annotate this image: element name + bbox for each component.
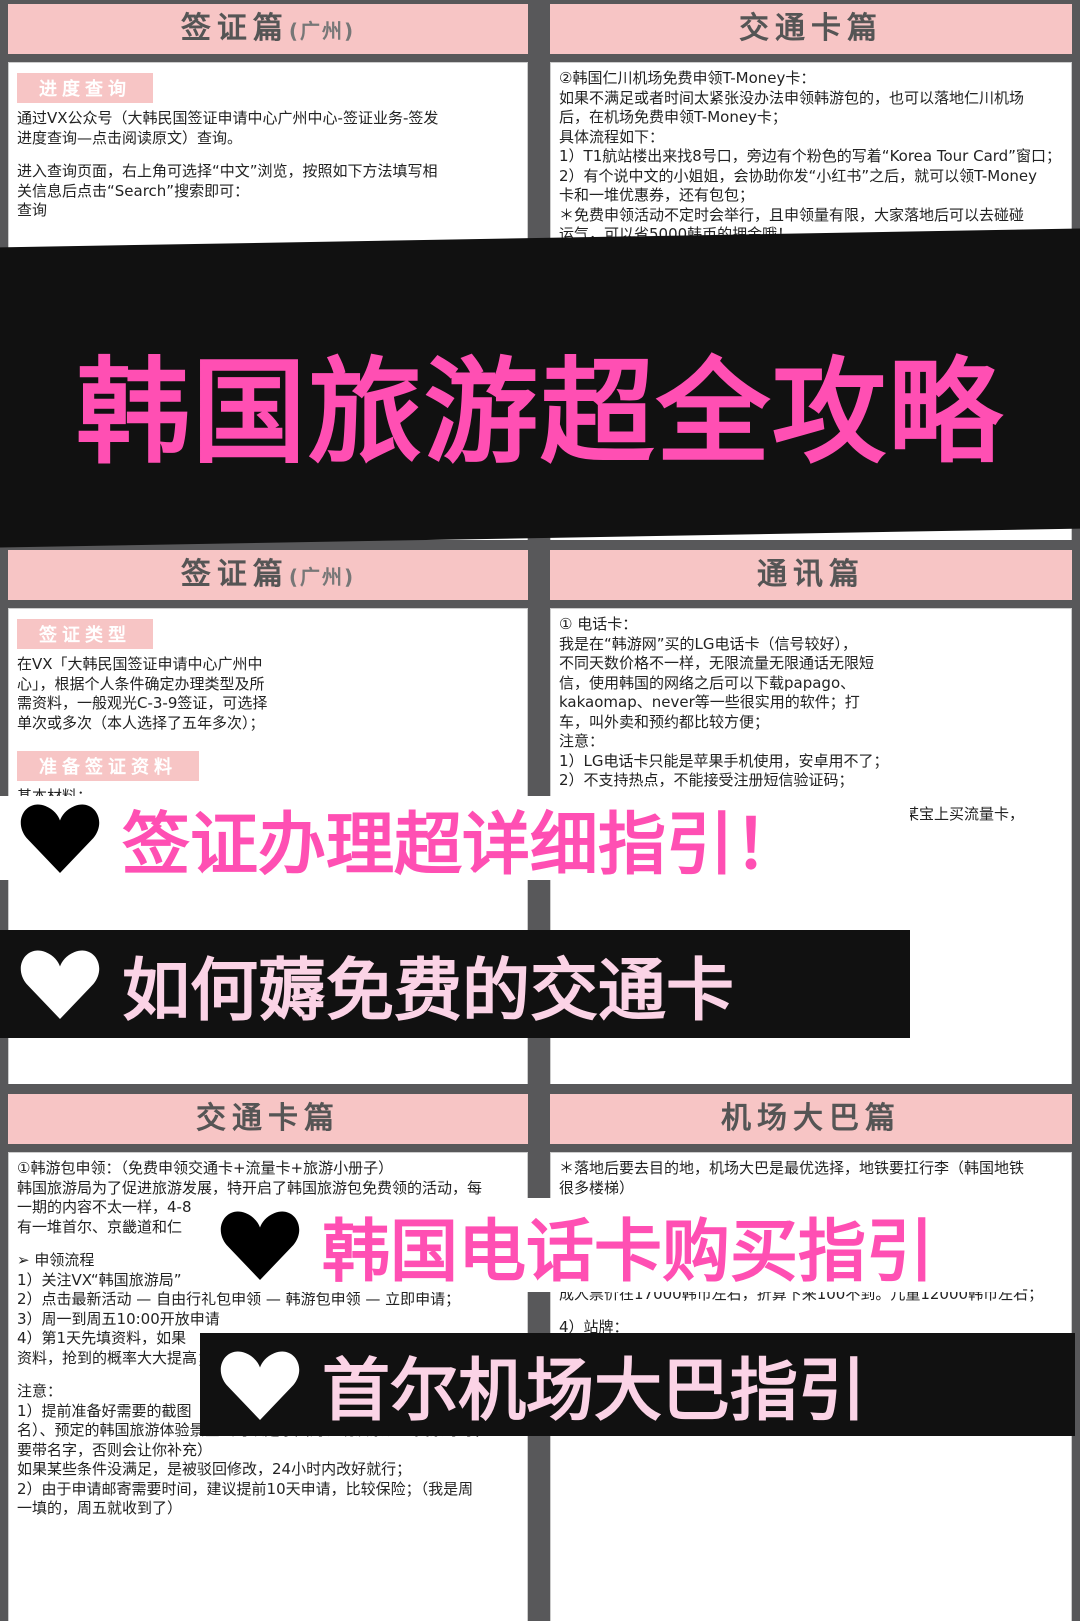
text-block: ① 电话卡： 我是在“韩游网”买的LG电话卡（信号较好）， 不同天数价格不一样，无限… <box>559 615 1063 791</box>
text-line: ②韩国仁川机场免费申领T-Money卡： <box>559 69 816 87</box>
text-block: ①韩游包申领：（免费申领交通卡+流量卡+旅游小册子） 韩国旅游局为了促进旅游发展，… <box>17 1159 519 1237</box>
text-line: 卡和一堆优惠券，还有包包； <box>559 186 755 204</box>
text-line: 如果不满足或者时间太紧张没办法申领韩游包的，也可以落地仁川机场 <box>559 88 1025 107</box>
text-line: 信，使用韩国的网络之后可以下载papago、 <box>559 673 856 692</box>
heading-text: 交通卡篇 <box>739 11 883 46</box>
text-line: 韩国旅游局为了促进旅游发展，特开启了韩国旅游包免费领的活动，每 <box>17 1178 483 1197</box>
text-line: 一填的，周五就收到了） <box>17 1499 183 1517</box>
text-line: ＊落地后要去目的地，机场大巴是最优选择，地铁要扛行李（韩国地铁 <box>559 1159 1025 1177</box>
section-label: 进度查询 <box>17 73 153 103</box>
text-block: ②韩国仁川机场免费申领T-Money卡： 如果不满足或者时间太紧张没办法申领韩游包… <box>559 69 1063 245</box>
text-line: 注意： <box>17 1382 63 1400</box>
highlight-banner: 如何薅免费的交通卡 <box>0 930 910 1038</box>
text-line: ＊免费申领活动不定时会举行，且申领量有限，大家落地后可以去碰碰 <box>559 205 1025 224</box>
text-block: 进入查询页面，右上角可选择“中文”浏览，按照如下方法填写相 关信息后点击“Sear… <box>17 162 519 221</box>
text-line: ①韩游包申领：（免费申领交通卡+流量卡+旅游小册子） <box>17 1159 394 1177</box>
text-line: 车，叫外卖和预约都比较方便； <box>559 712 770 731</box>
text-block: 签证类型在VX「大韩民国签证申请中心广州中 心」，根据个人条件确定办理类型及所 需资… <box>17 615 519 733</box>
text-line: 进入查询页面，右上角可选择“中文”浏览，按照如下方法填写相 <box>17 162 438 180</box>
text-line: 心」，根据个人条件确定办理类型及所 <box>17 674 265 693</box>
highlight-banner: 首尔机场大巴指引 <box>200 1333 1075 1436</box>
text-line: 2）不支持热点，不能接受注册短信验证码； <box>559 771 854 789</box>
text-line: 1）LG电话卡只能是苹果手机使用，安卓用不了； <box>559 751 889 770</box>
text-line: 很多楼梯） <box>559 1178 635 1197</box>
text-line: ① 电话卡： <box>559 615 638 633</box>
text-line: 查询 <box>17 201 48 219</box>
heart-icon <box>220 1211 300 1280</box>
text-line: 资料，抢到的概率大大提高； <box>17 1348 213 1367</box>
text-line: 2）由于申请邮寄需要时间，建议提前10天申请，比较保险；（我是周 <box>17 1479 474 1498</box>
heading-note: (广州) <box>288 19 356 43</box>
text-line: 我是在“韩游网”买的LG电话卡（信号较好）， <box>559 634 858 653</box>
heading-text: 签证篇 <box>180 557 289 592</box>
text-line: kakaomap、never等一些很实用的软件；打 <box>559 693 860 711</box>
text-line: 进度查询—点击阅读原文）查询。 <box>17 128 243 147</box>
text-line: 通过VX公众号（大韩民国签证申请中心广州中心-签证业务-签发 <box>17 109 439 127</box>
panel-heading: 交通卡篇 <box>550 4 1072 54</box>
text-line: 需资料，一般观光C-3-9签证，可选择 <box>17 694 268 712</box>
panel-heading: 通讯篇 <box>550 550 1072 600</box>
text-line: 注意： <box>559 732 605 750</box>
text-line: 1）关注VX“韩国旅游局” <box>17 1270 182 1289</box>
text-line: 单次或多次（本人选择了五年多次）； <box>17 713 265 732</box>
highlight-text: 如何薅免费的交通卡 <box>122 951 735 1031</box>
heading-text: 通讯篇 <box>757 557 865 592</box>
text-line: 4）第1天先填资料，如果 <box>17 1329 187 1347</box>
text-block: ➢ 申领流程 1）关注VX“韩国旅游局” 2）点击最新活动 — 自由行礼包申领 — … <box>17 1251 519 1368</box>
text-line: 关信息后点击“Search”搜索即可： <box>17 181 250 200</box>
highlight-banner: 签证办理超详细指引！ <box>0 796 910 885</box>
text-line: 1）提前准备好需要的截图 <box>17 1401 192 1420</box>
highlight-text: 韩国电话卡购买指引 <box>322 1212 935 1292</box>
heading-text: 签证篇 <box>180 11 289 46</box>
heading-text: 交通卡篇 <box>196 1101 340 1136</box>
panel-heading: 签证篇(广州) <box>8 4 528 54</box>
heading-note: (广州) <box>288 565 356 589</box>
main-title: 韩国旅游超全攻略 <box>75 346 1004 479</box>
highlight-text: 首尔机场大巴指引 <box>322 1352 867 1431</box>
text-line: 具体流程如下： <box>559 127 665 146</box>
panel-heading: 机场大巴篇 <box>550 1094 1072 1144</box>
highlight-text: 签证办理超详细指引！ <box>122 805 803 885</box>
text-line: 如果某些条件没满足，是被驳回修改，24小时内改好就行； <box>17 1460 412 1478</box>
heart-icon <box>20 804 100 873</box>
text-line: 2）点击最新活动 — 自由行礼包申领 — 韩游包申领 — 立即申请； <box>17 1290 461 1308</box>
text-line: ➢ 申领流程 <box>17 1251 95 1269</box>
panel-heading: 签证篇(广州) <box>8 550 528 600</box>
text-line: 有一堆首尔、京畿道和仁 <box>17 1217 183 1236</box>
text-line: 1）T1航站楼出来找8号口，旁边有个粉色的写着“Korea Tour Card”… <box>559 147 1061 165</box>
text-line: 2）有个说中文的小姐姐，会协助你发“小红书”之后，就可以领T-Money <box>559 166 1038 185</box>
highlight-banner: 韩国电话卡购买指引 <box>200 1198 1023 1292</box>
heart-icon <box>220 1351 300 1420</box>
heading-text: 机场大巴篇 <box>721 1101 901 1136</box>
text-line: 3）周一到周五10:00开放申请 <box>17 1309 220 1328</box>
text-block: 进度查询通过VX公众号（大韩民国签证申请中心广州中心-签证业务-签发 进度查询—点… <box>17 69 519 148</box>
section-label: 准备签证资料 <box>17 751 199 781</box>
text-line: 不同天数价格不一样，无限流量无限通话无限短 <box>559 654 875 672</box>
heart-icon <box>20 950 100 1019</box>
section-label: 签证类型 <box>17 619 153 649</box>
text-block: ＊落地后要去目的地，机场大巴是最优选择，地铁要扛行李（韩国地铁 很多楼梯） <box>559 1159 1063 1198</box>
text-line: 一期的内容不太一样，4-8 <box>17 1198 192 1216</box>
text-line: 要带名字，否则会让你补充） <box>17 1440 213 1459</box>
text-line: 4）站牌： <box>559 1318 629 1336</box>
text-line: 在VX「大韩民国签证申请中心广州中 <box>17 655 263 673</box>
panel-heading: 交通卡篇 <box>8 1094 528 1144</box>
text-line: 后，在机场免费申领T-Money卡； <box>559 108 787 126</box>
